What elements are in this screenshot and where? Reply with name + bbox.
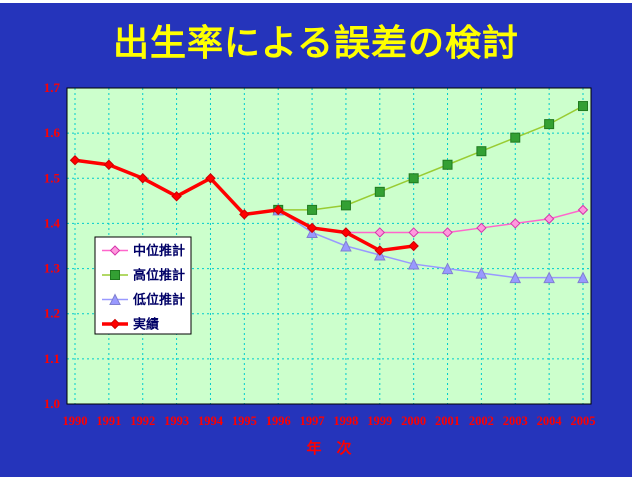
x-tick-label: 1990 [63,414,88,428]
legend-label: 低位推計 [132,292,185,307]
y-tick-label: 1.0 [44,396,60,411]
top-border [0,0,632,3]
data-point [374,227,386,238]
data-point [306,222,318,234]
data-point [340,227,352,238]
series-line [278,105,584,211]
data-point [475,266,488,279]
data-point [340,239,352,252]
data-point [408,240,419,252]
legend-label: 高位推計 [133,268,185,283]
data-point [109,245,121,256]
data-point [509,271,522,284]
data-point [510,132,521,143]
data-point [407,257,420,270]
x-tick-label: 1993 [164,414,189,428]
x-tick-label: 2000 [401,414,426,428]
legend-label: 実績 [133,317,159,332]
data-point [307,204,318,215]
data-point [441,262,454,275]
data-point [340,200,351,211]
series-3 [69,155,419,256]
data-point [110,270,120,280]
x-axis-title: 年 次 [306,439,351,457]
data-point [510,218,521,229]
y-tick-label: 1.7 [44,80,61,95]
data-point [543,213,555,225]
legend-label: 中位推計 [133,243,185,258]
y-tick-label: 1.6 [44,125,61,140]
data-point [272,204,284,216]
data-point [578,101,588,112]
data-point [408,173,419,184]
x-tick-label: 1999 [367,414,392,428]
data-point [442,227,453,238]
x-tick-label: 1994 [198,414,224,428]
x-tick-label: 2005 [571,414,596,428]
data-point [442,159,453,170]
y-tick-label: 1.4 [44,215,61,230]
series-2 [272,203,589,284]
data-point [408,227,419,238]
x-tick-label: 2002 [469,414,494,428]
data-point [69,155,81,166]
data-point [476,146,487,157]
x-tick-label: 2004 [537,414,563,428]
y-tick-label: 1.2 [44,306,60,321]
y-tick-label: 1.3 [44,261,61,276]
x-tick-label: 1996 [266,414,291,428]
x-tick-label: 2001 [435,414,460,428]
data-point [374,186,385,197]
x-tick-label: 2003 [503,414,528,428]
data-point [205,173,216,184]
y-tick-label: 1.5 [44,170,61,185]
data-point [543,271,555,284]
data-point [544,119,555,130]
x-tick-label: 1991 [96,414,121,428]
data-point [109,318,121,330]
y-tick-label: 1.1 [44,351,60,366]
x-tick-label: 1992 [130,414,155,428]
series-1 [273,101,588,215]
data-point [137,173,148,184]
gridlines [67,88,591,404]
chart-title: 出生率による誤差の検討 [113,23,519,63]
data-point [577,204,589,216]
plot-border [66,87,592,405]
data-point [109,293,121,305]
data-point [577,271,589,284]
series-line [277,209,583,279]
x-tick-label: 1997 [300,414,325,428]
data-point [476,222,487,234]
data-point [239,209,250,220]
data-point [103,159,115,170]
x-tick-label: 1998 [333,414,358,428]
data-point [171,191,182,202]
legend-box [94,236,192,335]
x-axis-labels: 1990 1991 1992 1993 1994 1995 1996 1997 1998 1999… [63,414,596,428]
data-point [374,245,386,256]
y-axis-labels: 1.0 1.1 1.2 1.3 1.4 1.5 1.6 1.7 [44,80,61,411]
x-tick-label: 1995 [232,414,257,428]
